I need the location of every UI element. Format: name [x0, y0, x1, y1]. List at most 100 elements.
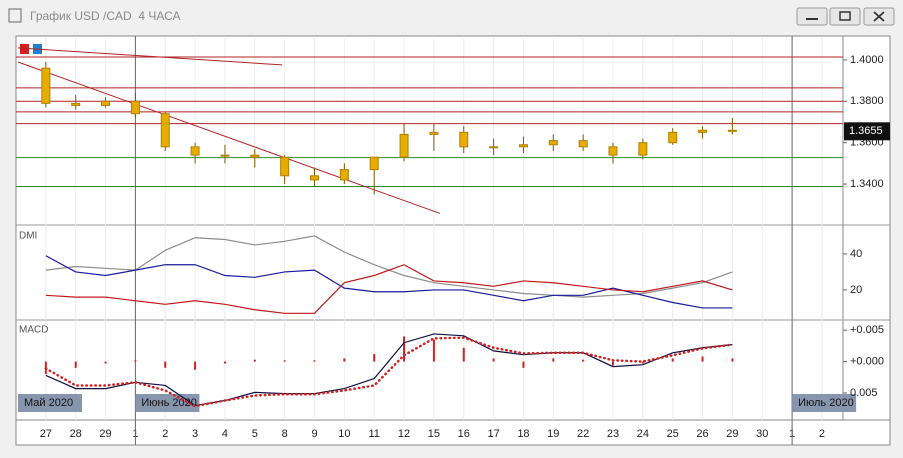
window-icon: [8, 8, 22, 23]
trendline: [17, 61, 441, 214]
candle-body: [160, 113, 170, 148]
dmi-line: [45, 255, 733, 309]
candle-body: [727, 129, 737, 132]
histogram-bar: [343, 358, 346, 362]
y-tick-label: 1.3400: [850, 178, 884, 190]
month-label-box: [792, 394, 857, 412]
histogram-bar: [373, 354, 376, 362]
x-tick-label: 10: [338, 428, 350, 440]
histogram-bar: [223, 361, 226, 364]
histogram-bar: [283, 360, 286, 362]
y-tick-label: 1.3800: [850, 95, 884, 107]
histogram-bar: [104, 361, 107, 364]
month-label-box: [135, 394, 200, 412]
histogram-bar: [522, 361, 525, 368]
candle-body: [489, 146, 499, 149]
histogram-bar: [492, 358, 495, 362]
y-tick-label: 0.005: [850, 387, 878, 399]
y-tick-label: 20: [850, 284, 862, 296]
candle-body: [41, 67, 51, 104]
x-tick-label: 28: [70, 428, 82, 440]
histogram-bar: [253, 359, 256, 362]
minimize-button[interactable]: [796, 7, 828, 26]
histogram-bar: [194, 361, 197, 370]
x-tick-label: 27: [40, 428, 52, 440]
candle-body: [101, 100, 111, 106]
maximize-button[interactable]: [829, 7, 861, 26]
maximize-icon: [839, 11, 851, 21]
x-tick-label: 8: [282, 428, 288, 440]
candle-body: [578, 140, 588, 148]
x-tick-label: 4: [222, 428, 228, 440]
histogram-bar: [552, 358, 555, 362]
x-tick-label: 29: [99, 428, 111, 440]
y-tick-label: 1.4000: [850, 54, 884, 66]
x-tick-label: 30: [756, 428, 768, 440]
candle-body: [638, 142, 648, 156]
x-tick-label: 29: [726, 428, 738, 440]
y-tick-label: 40: [850, 248, 862, 260]
candle-body: [608, 146, 618, 156]
histogram-bar: [671, 358, 674, 362]
close-icon: [873, 11, 885, 22]
window-title: График USD /CAD 4 ЧАСА: [30, 9, 181, 23]
candle-body: [190, 146, 200, 156]
candle-body: [548, 140, 558, 146]
candle-body: [518, 144, 528, 148]
x-tick-label: 24: [637, 428, 649, 440]
dmi-line: [45, 264, 733, 314]
x-tick-label: 9: [311, 428, 317, 440]
histogram-bar: [74, 361, 77, 368]
x-tick-label: 22: [577, 428, 589, 440]
x-tick-label: 2: [162, 428, 168, 440]
month-label: Июнь 2020: [141, 397, 197, 409]
candle-body: [339, 169, 349, 181]
histogram-bar: [612, 361, 614, 366]
x-tick-label: 15: [428, 428, 440, 440]
x-tick-label: 3: [192, 428, 198, 440]
panel-title: MACD: [19, 325, 48, 336]
x-tick-label: 11: [368, 428, 379, 440]
histogram-bar: [731, 358, 734, 362]
month-label: Май 2020: [24, 397, 73, 409]
candle-body: [399, 133, 409, 158]
candle-body: [250, 154, 260, 158]
month-label-box: [18, 394, 82, 412]
y-tick-label: +0.000: [850, 355, 884, 367]
x-tick-label: 23: [607, 428, 619, 440]
candle-body: [698, 129, 708, 133]
histogram-bar: [462, 347, 465, 362]
x-tick-label: 5: [252, 428, 258, 440]
histogram-bar: [164, 361, 167, 368]
histogram-bar: [134, 360, 137, 362]
x-tick-label: 12: [398, 428, 410, 440]
x-tick-label: 18: [517, 428, 529, 440]
x-tick-label: 2: [819, 428, 825, 440]
toolbar-icon[interactable]: [20, 44, 29, 54]
candle-body: [71, 102, 81, 106]
candle-body: [130, 100, 140, 115]
histogram-bar: [641, 361, 644, 364]
candle-body: [220, 154, 230, 157]
candle-body: [310, 175, 319, 181]
histogram-bar: [582, 359, 585, 362]
histogram-bar: [403, 336, 406, 362]
signal-line: [44, 336, 734, 408]
histogram-bar: [701, 356, 704, 362]
month-label: Июль 2020: [798, 397, 854, 409]
candle-body: [369, 156, 379, 171]
histogram-bar: [432, 339, 435, 362]
last-price-label: 1.3655: [849, 125, 883, 137]
x-tick-label: 19: [547, 428, 559, 440]
candle-body: [459, 131, 469, 148]
x-tick-label: 16: [458, 428, 470, 440]
x-tick-label: 17: [487, 428, 499, 440]
candle-body: [668, 131, 678, 144]
candle-body: [280, 156, 290, 177]
last-price-box: [844, 122, 890, 141]
panel-title: DMI: [19, 231, 37, 242]
trendline: [17, 47, 283, 66]
window-buttons: [796, 7, 895, 26]
chart-area: [15, 35, 891, 446]
